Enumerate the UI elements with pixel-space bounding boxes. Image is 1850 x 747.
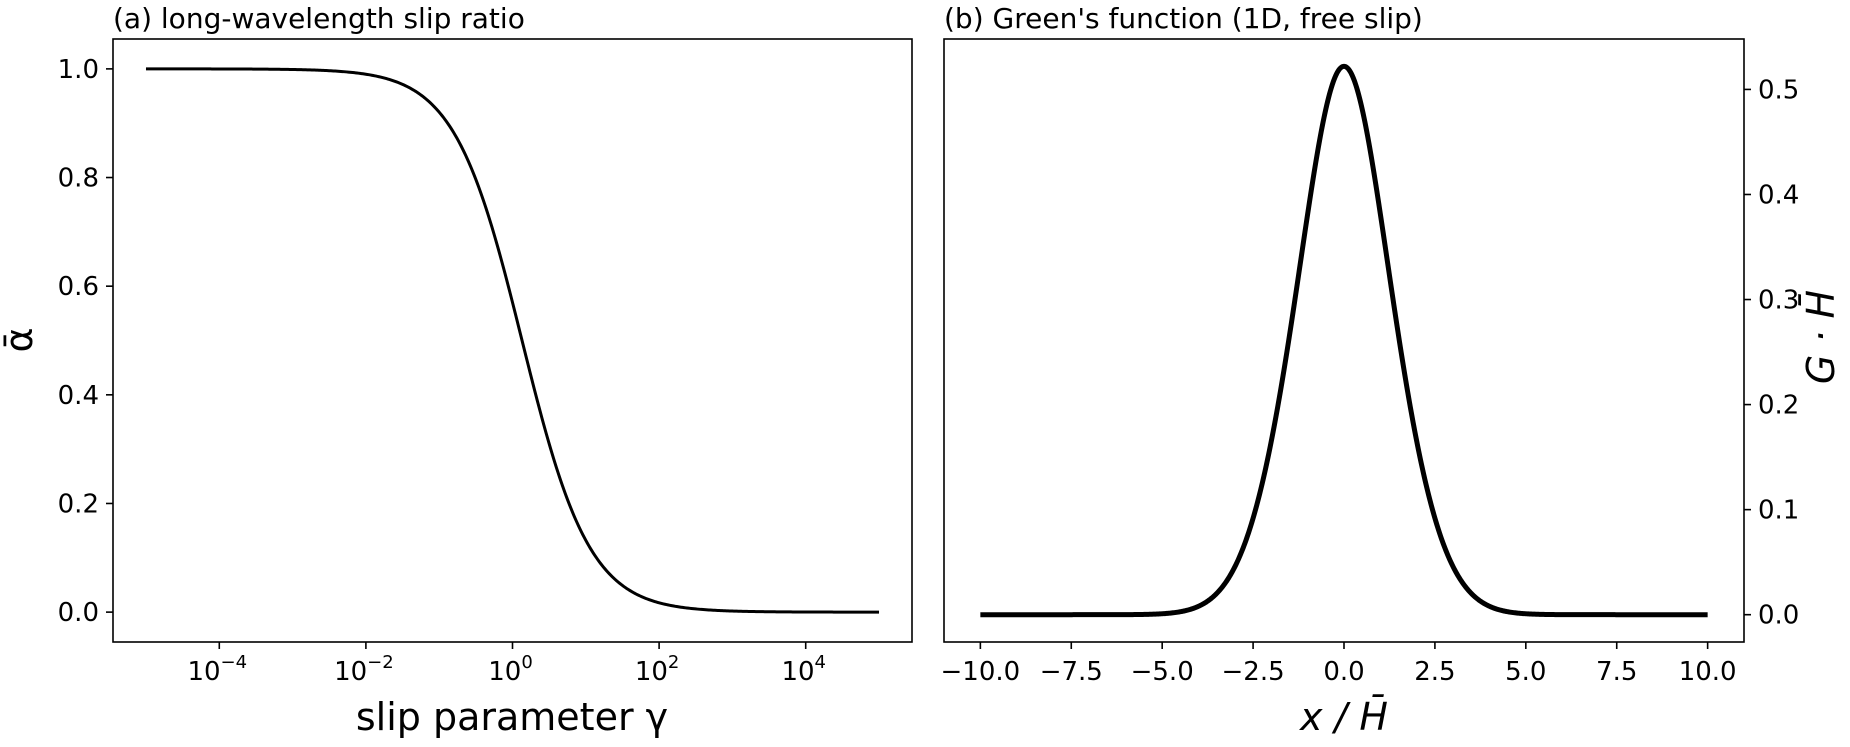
x-tick-label: 2.5: [1414, 657, 1455, 687]
x-tick-label: 10.0: [1679, 657, 1737, 687]
x-tick-label: 0.0: [1323, 657, 1364, 687]
y-tick-label: 0.1: [1758, 496, 1799, 526]
y-tick-label: 0.0: [58, 598, 99, 628]
panel-b-greens-function-curve: [978, 63, 1710, 618]
x-tick-label: 10−2: [334, 652, 394, 687]
x-tick-label: −7.5: [1040, 657, 1103, 687]
panel-a-axes-frame: [112, 38, 913, 643]
x-tick-label: 7.5: [1596, 657, 1637, 687]
x-tick-label: 102: [635, 652, 680, 687]
x-tick-label: −10.0: [941, 657, 1021, 687]
y-tick-label: 0.8: [58, 164, 99, 194]
panel-b-title: (b) Green's function (1D, free slip): [944, 2, 1423, 35]
panel-a-slip-ratio: (a) long-wavelength slip ratio 0.0 0.2 0.4…: [0, 2, 913, 739]
panel-b-greens-function: (b) Green's function (1D, free slip) 0.0…: [941, 2, 1843, 739]
panel-b-x-ticks: −10.0 −7.5 −5.0 −2.5 0.0 2.5 5.0 7.5 10.0: [941, 642, 1737, 687]
y-tick-label: 1.0: [58, 55, 99, 85]
x-tick-label: 104: [781, 652, 826, 687]
y-tick-label: 0.5: [1758, 75, 1799, 105]
panel-a-x-axis-label: slip parameter γ: [356, 695, 668, 739]
y-tick-label: 0.0: [1758, 601, 1799, 631]
y-tick-label: 0.4: [1758, 180, 1799, 210]
y-tick-label: 0.4: [58, 381, 99, 411]
y-tick-label: 0.2: [58, 489, 99, 519]
x-tick-label: 100: [488, 652, 533, 687]
x-tick-label: 10−4: [187, 652, 247, 687]
panel-b-axes-frame: [943, 38, 1745, 643]
panel-b-y-ticks: 0.0 0.1 0.2 0.3 0.4 0.5: [1744, 75, 1799, 631]
panel-a-x-ticks: 10−4 10−2 100 102 104: [187, 642, 826, 687]
y-tick-label: 0.6: [58, 272, 99, 302]
panel-a-slip-ratio-curve: [145, 67, 880, 614]
panel-b-y-axis-label: G · H̄: [1799, 290, 1843, 384]
y-tick-label: 0.2: [1758, 391, 1799, 421]
panel-a-y-axis-label: ᾱ: [0, 327, 41, 352]
y-tick-label: 0.3: [1758, 286, 1799, 316]
x-tick-label: −5.0: [1131, 657, 1194, 687]
panel-a-y-ticks: 0.0 0.2 0.4 0.6 0.8 1.0: [58, 55, 113, 628]
x-tick-label: −2.5: [1222, 657, 1285, 687]
panel-b-x-axis-label: x / H̄: [1299, 695, 1388, 739]
panel-a-title: (a) long-wavelength slip ratio: [113, 2, 525, 35]
x-tick-label: 5.0: [1505, 657, 1546, 687]
